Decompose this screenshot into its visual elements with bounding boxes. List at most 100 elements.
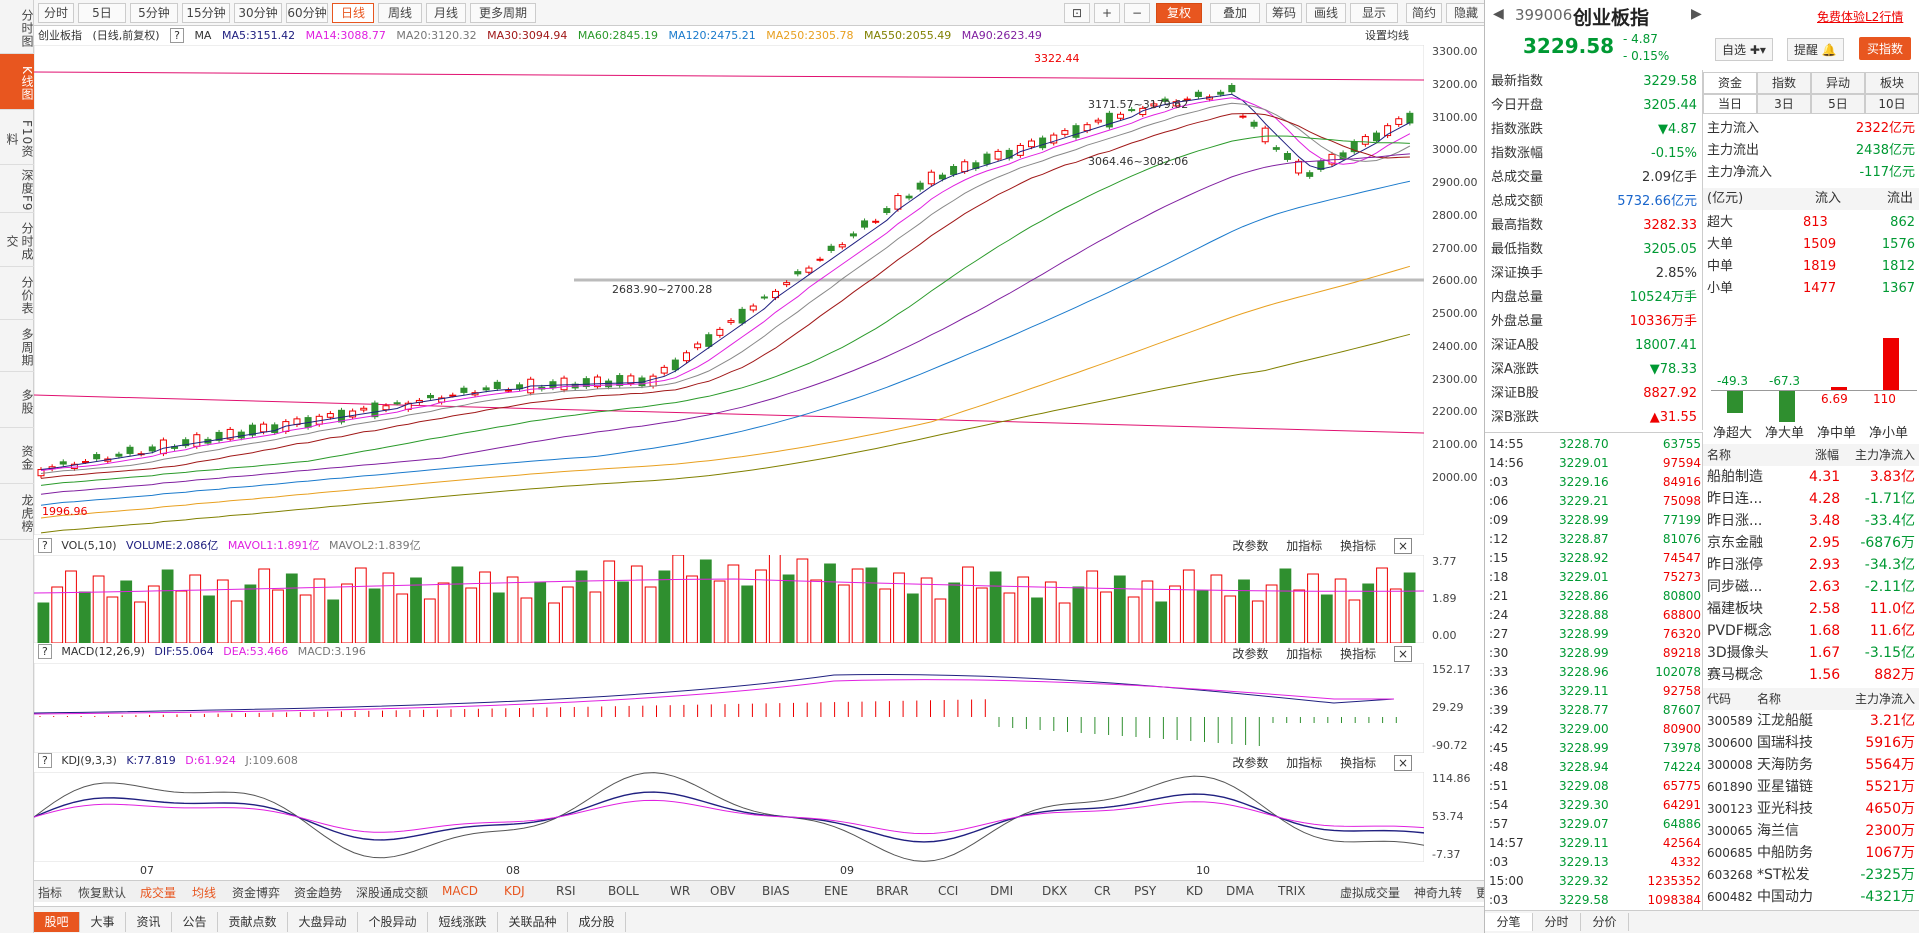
indicator-tab[interactable]: WR xyxy=(670,884,691,898)
zoom-in-icon[interactable]: + xyxy=(1094,3,1120,23)
help-icon[interactable]: ? xyxy=(170,28,184,43)
bottom-tab[interactable]: 短线涨跌 xyxy=(428,912,498,932)
restore-icon[interactable]: ⊡ xyxy=(1064,3,1090,23)
indicator-tab[interactable]: 均线 xyxy=(192,886,217,900)
stock-row[interactable]: 300600 国瑞科技 5916万 xyxy=(1703,732,1919,754)
sector-row[interactable]: 京东金融 2.95 -6876万 xyxy=(1703,532,1919,554)
bottom-tab[interactable]: 股吧 xyxy=(34,912,80,932)
period-tab[interactable]: 5分钟 xyxy=(130,3,178,23)
indicator-tab[interactable]: 资金趋势 xyxy=(294,886,343,900)
ma-settings-button[interactable]: 设置均线 xyxy=(1365,29,1409,42)
period-tab[interactable]: 周线 xyxy=(378,3,422,23)
switch-indicator-button[interactable]: 换指标 xyxy=(1340,756,1377,770)
right-bottom-tab[interactable]: 分价 xyxy=(1581,913,1629,931)
change-params-button[interactable]: 改参数 xyxy=(1232,647,1269,661)
add-indicator-button[interactable]: 加指标 xyxy=(1286,756,1323,770)
stock-flow-header[interactable]: 主力净流入 xyxy=(1854,692,1915,706)
sector-flow-header[interactable]: 主力净流入 xyxy=(1854,448,1915,462)
indicator-tab[interactable]: 资金博弈 xyxy=(232,886,281,900)
period-tab[interactable]: 15分钟 xyxy=(182,3,230,23)
indicator-tab[interactable]: OBV xyxy=(710,884,736,898)
indicator-tab[interactable]: KD xyxy=(1186,884,1204,898)
prev-arrow-icon[interactable]: ◀ xyxy=(1493,6,1504,22)
sector-row[interactable]: 赛马概念 1.56 882万 xyxy=(1703,664,1919,686)
stock-row[interactable]: 300008 天海防务 5564万 xyxy=(1703,754,1919,776)
alert-button[interactable]: 提醒 🔔 xyxy=(1787,38,1844,61)
bottom-tab[interactable]: 成分股 xyxy=(568,912,626,932)
add-watchlist-button[interactable]: 自选 ✚▾ xyxy=(1715,38,1773,61)
close-icon[interactable]: × xyxy=(1393,646,1412,662)
help-icon[interactable]: ? xyxy=(38,644,52,659)
indicator-tab[interactable]: 虚拟成交量 xyxy=(1340,886,1401,900)
switch-indicator-button[interactable]: 换指标 xyxy=(1340,647,1377,661)
indicator-tab[interactable]: MACD xyxy=(442,884,478,898)
indicator-tab[interactable]: 恢复默认 xyxy=(78,886,127,900)
kline-chart[interactable]: 3322.44 3171.57~3179.62 3064.46~3082.06 268… xyxy=(34,45,1424,535)
period-tab[interactable]: 日线 xyxy=(332,3,374,23)
indicator-tab[interactable]: BIAS xyxy=(762,884,790,898)
left-tab[interactable]: 分时成交 xyxy=(0,213,34,267)
indicator-tab[interactable]: PSY xyxy=(1134,884,1157,898)
toolbar-button[interactable]: 显示 xyxy=(1350,3,1398,23)
indicator-tab[interactable]: DMA xyxy=(1226,884,1254,898)
left-tab[interactable]: 多周期 xyxy=(0,320,34,372)
sector-row[interactable]: 3D摄像头 1.67 -3.15亿 xyxy=(1703,642,1919,664)
indicator-tab[interactable]: RSI xyxy=(556,884,576,898)
buy-index-button[interactable]: 买指数 xyxy=(1859,37,1912,60)
free-l2-link[interactable]: 免费体验L2行情 xyxy=(1817,10,1904,24)
fund-subtab[interactable]: 3日 xyxy=(1757,94,1811,114)
indicator-tab[interactable]: CR xyxy=(1094,884,1111,898)
indicator-tab[interactable]: 深股通成交额 xyxy=(356,886,429,900)
indicator-tab[interactable]: KDJ xyxy=(504,884,525,898)
change-params-button[interactable]: 改参数 xyxy=(1232,756,1269,770)
sector-row[interactable]: 昨日涨停 2.93 -34.3亿 xyxy=(1703,554,1919,576)
bottom-tab[interactable]: 大盘异动 xyxy=(288,912,358,932)
sector-pct-header[interactable]: 涨幅 xyxy=(1815,448,1840,462)
indicator-tab[interactable]: 成交量 xyxy=(140,886,177,900)
left-tab[interactable]: 分价表 xyxy=(0,267,34,320)
stock-row[interactable]: 300589 江龙船艇 3.21亿 xyxy=(1703,710,1919,732)
left-tab[interactable]: F10资料 xyxy=(0,110,34,165)
period-tab[interactable]: 分时 xyxy=(38,3,74,23)
switch-indicator-button[interactable]: 换指标 xyxy=(1340,539,1377,553)
indicator-tab[interactable]: 指标 xyxy=(38,886,63,900)
left-tab[interactable]: 龙虎榜 xyxy=(0,484,34,540)
indicator-tab[interactable]: ENE xyxy=(824,884,849,898)
indicator-tab[interactable]: DMI xyxy=(990,884,1014,898)
fund-tab[interactable]: 板块 xyxy=(1865,72,1919,94)
toolbar-button[interactable]: 隐藏 xyxy=(1446,3,1486,23)
stock-row[interactable]: 603268 *ST松发 -2325万 xyxy=(1703,864,1919,886)
fund-subtab[interactable]: 当日 xyxy=(1703,94,1757,114)
left-tab[interactable]: 深度F9 xyxy=(0,165,34,213)
indicator-tab[interactable]: DKX xyxy=(1042,884,1068,898)
fund-subtab[interactable]: 5日 xyxy=(1811,94,1865,114)
period-tab[interactable]: 5日 xyxy=(78,3,126,23)
sector-row[interactable]: 福建板块 2.58 11.0亿 xyxy=(1703,598,1919,620)
left-tab[interactable]: 资金 xyxy=(0,428,34,484)
stock-row[interactable]: 300065 海兰信 2300万 xyxy=(1703,820,1919,842)
fund-subtab[interactable]: 10日 xyxy=(1865,94,1919,114)
bottom-tab[interactable]: 大事 xyxy=(80,912,126,932)
help-icon[interactable]: ? xyxy=(38,753,52,768)
left-tab[interactable]: 分时图 xyxy=(0,0,34,54)
indicator-tab[interactable]: BRAR xyxy=(876,884,909,898)
zoom-out-icon[interactable]: − xyxy=(1124,3,1150,23)
stock-row[interactable]: 601890 亚星锚链 5521万 xyxy=(1703,776,1919,798)
change-params-button[interactable]: 改参数 xyxy=(1232,539,1269,553)
indicator-tab[interactable]: 神奇九转 xyxy=(1414,886,1463,900)
left-tab[interactable]: 多股 xyxy=(0,372,34,428)
toolbar-button[interactable]: 画线 xyxy=(1306,3,1346,23)
add-indicator-button[interactable]: 加指标 xyxy=(1286,647,1323,661)
bottom-tab[interactable]: 个股异动 xyxy=(358,912,428,932)
stock-row[interactable]: 600482 中国动力 -4321万 xyxy=(1703,886,1919,908)
indicator-tab[interactable]: TRIX xyxy=(1278,884,1306,898)
add-indicator-button[interactable]: 加指标 xyxy=(1286,539,1323,553)
right-bottom-tab[interactable]: 分笔 xyxy=(1485,913,1533,931)
bottom-tab[interactable]: 资讯 xyxy=(126,912,172,932)
sector-row[interactable]: 昨日连... 4.28 -1.71亿 xyxy=(1703,488,1919,510)
stock-row[interactable]: 300123 亚光科技 4650万 xyxy=(1703,798,1919,820)
period-tab[interactable]: 30分钟 xyxy=(234,3,282,23)
help-icon[interactable]: ? xyxy=(38,538,52,553)
toolbar-button[interactable]: 叠加 xyxy=(1210,3,1260,23)
period-tab[interactable]: 60分钟 xyxy=(286,3,328,23)
